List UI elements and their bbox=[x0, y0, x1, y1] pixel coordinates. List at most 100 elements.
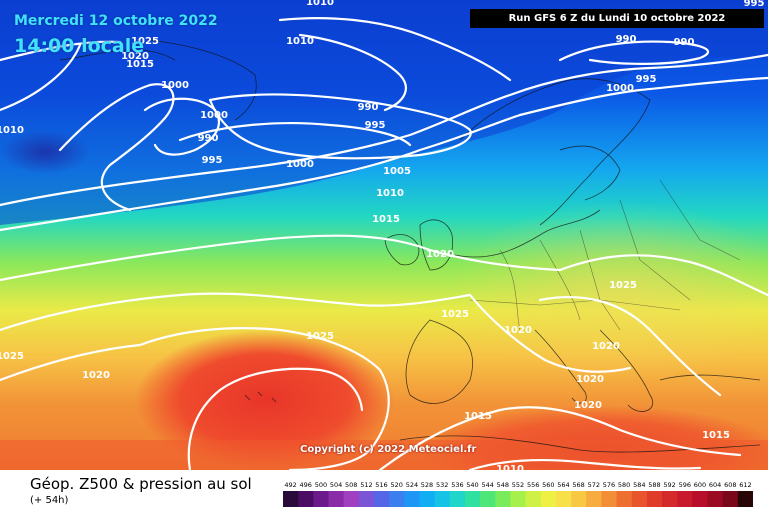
legend-swatch bbox=[434, 491, 451, 507]
legend-swatch bbox=[601, 491, 617, 507]
legend-value: 580 bbox=[618, 481, 630, 489]
forecast-time: 14:00 locale bbox=[14, 35, 145, 57]
weather-map: 1025 1020 1015 1010 1010 1000 1000 990 9… bbox=[0, 0, 768, 470]
legend-value: 516 bbox=[375, 481, 387, 489]
forecast-range: (+ 54h) bbox=[30, 495, 69, 506]
isobar-label: 1015 bbox=[372, 214, 400, 225]
isobar-label: 1020 bbox=[576, 374, 604, 385]
legend-swatch bbox=[283, 491, 299, 507]
legend-swatch bbox=[525, 491, 542, 507]
isobar-label: 990 bbox=[616, 34, 637, 45]
legend-swatch bbox=[374, 491, 390, 507]
color-scale-legend: 492 496 500 504 508 512 516 520 524 528 532 536 540 5… bbox=[283, 481, 753, 507]
legend-value: 500 bbox=[315, 481, 327, 489]
isobar-label: 990 bbox=[674, 37, 695, 48]
isobar-label: 990 bbox=[198, 133, 219, 144]
isobar-labels: 1025 1020 1015 1010 1010 1000 1000 990 9… bbox=[0, 0, 765, 470]
legend-swatch bbox=[722, 491, 739, 507]
legend-value: 568 bbox=[572, 481, 584, 489]
legend-value: 532 bbox=[436, 481, 448, 489]
legend-value: 540 bbox=[466, 481, 478, 489]
legend-swatch bbox=[692, 491, 708, 507]
legend-swatch bbox=[662, 491, 678, 507]
legend-value: 544 bbox=[481, 481, 493, 489]
legend-value: 508 bbox=[345, 481, 357, 489]
legend-value: 528 bbox=[421, 481, 433, 489]
legend-value: 588 bbox=[648, 481, 660, 489]
cold-region bbox=[0, 0, 768, 225]
legend-value: 512 bbox=[360, 481, 372, 489]
legend-value: 496 bbox=[299, 481, 311, 489]
legend-swatch bbox=[555, 491, 572, 507]
legend-value: 592 bbox=[663, 481, 675, 489]
isobar-label: 995 bbox=[636, 74, 657, 85]
isobar-label: 1025 bbox=[131, 36, 159, 47]
model-run-info: Run GFS 6 Z du Lundi 10 octobre 2022 bbox=[470, 9, 764, 28]
isobar-label: 1010 bbox=[0, 125, 24, 136]
country-borders bbox=[469, 179, 741, 331]
isobar-label: 990 bbox=[358, 102, 379, 113]
isobar-label: 1020 bbox=[82, 370, 110, 381]
legend-swatch bbox=[631, 491, 648, 507]
legend-value: 524 bbox=[406, 481, 418, 489]
isobar-label: 1000 bbox=[200, 110, 228, 121]
legend-value: 596 bbox=[679, 481, 691, 489]
legend-swatch bbox=[737, 491, 753, 507]
legend-swatch bbox=[419, 491, 435, 507]
legend-swatch bbox=[677, 491, 693, 507]
legend-value: 600 bbox=[694, 481, 706, 489]
legend-swatch bbox=[404, 491, 420, 507]
legend-value: 536 bbox=[451, 481, 463, 489]
legend-value: 504 bbox=[330, 481, 342, 489]
isobar-label: 995 bbox=[202, 155, 223, 166]
isobar-label: 1020 bbox=[574, 400, 602, 411]
legend-swatch bbox=[358, 491, 375, 507]
map-title: Géop. Z500 & pression au sol bbox=[30, 475, 252, 493]
legend-swatch bbox=[616, 491, 632, 507]
legend-value: 548 bbox=[497, 481, 509, 489]
legend-swatch bbox=[495, 491, 511, 507]
legend-value: 552 bbox=[512, 481, 524, 489]
legend-value: 572 bbox=[588, 481, 600, 489]
isobar-label: 1025 bbox=[0, 351, 24, 362]
isobar-label: 1000 bbox=[286, 159, 314, 170]
southern-band bbox=[0, 440, 768, 470]
legend-value: 576 bbox=[603, 481, 615, 489]
isobar-label: 1005 bbox=[383, 166, 411, 177]
legend-swatch bbox=[328, 491, 344, 507]
legend-swatch bbox=[313, 491, 329, 507]
isobar-label: 1025 bbox=[441, 309, 469, 320]
copyright-notice: Copyright (c) 2022 Meteociel.fr bbox=[300, 444, 477, 455]
isobar-label: 1000 bbox=[161, 80, 189, 91]
legend-swatch bbox=[449, 491, 466, 507]
isobar-label: 1010 bbox=[306, 0, 334, 8]
legend-value: 612 bbox=[739, 481, 751, 489]
isobar-label: 1000 bbox=[606, 83, 634, 94]
legend-value: 556 bbox=[527, 481, 539, 489]
isobar-label: 1015 bbox=[126, 59, 154, 70]
isobar-label: 1010 bbox=[286, 36, 314, 47]
legend-value: 520 bbox=[390, 481, 402, 489]
isobar-label: 1020 bbox=[504, 325, 532, 336]
legend-swatch bbox=[540, 491, 557, 507]
isobars bbox=[0, 17, 768, 470]
deep-low-core bbox=[0, 130, 90, 174]
legend-swatch bbox=[707, 491, 723, 507]
forecast-date: Mercredi 12 octobre 2022 bbox=[14, 13, 218, 29]
isobar-label: 995 bbox=[744, 0, 765, 9]
legend-value: 564 bbox=[557, 481, 569, 489]
isobar-label: 1010 bbox=[496, 464, 524, 470]
isobar-label: 1015 bbox=[702, 430, 730, 441]
legend-swatch bbox=[586, 491, 602, 507]
legend-value: 608 bbox=[724, 481, 736, 489]
legend-swatch bbox=[646, 491, 663, 507]
legend-swatch bbox=[480, 491, 496, 507]
isobar-label: 1010 bbox=[376, 188, 404, 199]
isobar-label: 1025 bbox=[306, 331, 334, 342]
isobar-label: 1020 bbox=[592, 341, 620, 352]
isobar-label: 1015 bbox=[464, 411, 492, 422]
warm-ridge bbox=[450, 200, 768, 380]
legend-swatch bbox=[389, 491, 405, 507]
legend-value: 492 bbox=[284, 481, 296, 489]
legend-value: 560 bbox=[542, 481, 554, 489]
